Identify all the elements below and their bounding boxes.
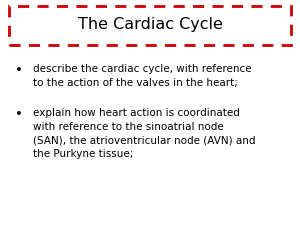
FancyBboxPatch shape [9,6,291,45]
Text: The Cardiac Cycle: The Cardiac Cycle [78,17,222,32]
Text: describe the cardiac cycle, with reference
to the action of the valves in the he: describe the cardiac cycle, with referen… [33,64,252,88]
Text: •: • [15,64,23,77]
Text: explain how heart action is coordinated
with reference to the sinoatrial node
(S: explain how heart action is coordinated … [33,108,256,159]
Text: •: • [15,108,23,121]
